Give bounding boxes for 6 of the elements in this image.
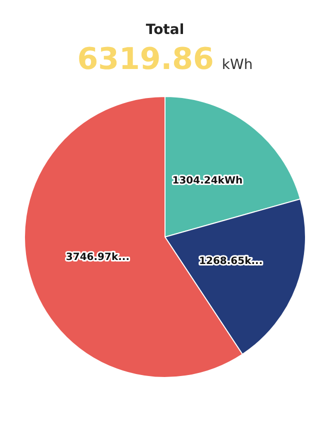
data-label: 1268.65k...: [199, 256, 263, 268]
chart-subtitle: 6319.86: [77, 42, 214, 77]
text: kWh: [222, 57, 253, 73]
chart-title: Total: [144, 22, 186, 38]
data-label: 1304.24kWh: [172, 176, 243, 187]
data-label: 3746.97k...: [66, 252, 130, 263]
